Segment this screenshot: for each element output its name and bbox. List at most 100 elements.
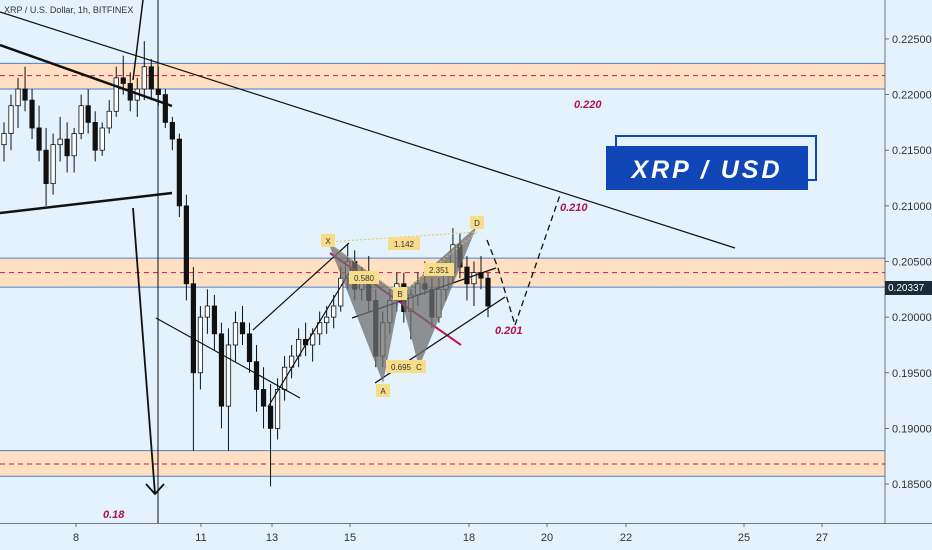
point-box-x bbox=[321, 234, 335, 247]
candle-body bbox=[260, 389, 267, 407]
candle-body bbox=[36, 127, 42, 151]
candle bbox=[331, 294, 337, 329]
ratio-label-2351: 2.351 bbox=[429, 266, 450, 275]
candle bbox=[197, 306, 204, 390]
time-tick-label: 15 bbox=[344, 532, 356, 544]
time-tick-label: 27 bbox=[816, 532, 828, 544]
annotation-0210: 0.210 bbox=[560, 202, 588, 214]
candle bbox=[141, 41, 147, 101]
candle-body bbox=[148, 66, 154, 90]
candle-body bbox=[239, 322, 246, 335]
candle-body bbox=[162, 94, 168, 123]
title-banner-text: XRP / USD bbox=[629, 156, 782, 184]
candle-body bbox=[113, 77, 119, 112]
candle-body bbox=[71, 133, 77, 157]
pattern-xab-triangle bbox=[328, 242, 400, 383]
projection-arrow-head bbox=[145, 483, 165, 496]
channel-lower-line bbox=[267, 267, 353, 408]
candle-body bbox=[464, 266, 470, 285]
candle bbox=[204, 289, 211, 334]
candle bbox=[99, 122, 105, 156]
candle-body bbox=[218, 333, 225, 407]
candle-body bbox=[324, 316, 330, 324]
zone-band-0 bbox=[0, 63, 885, 90]
candle-body bbox=[471, 272, 477, 285]
price-tick-label: 0.21000 bbox=[892, 201, 932, 213]
candle bbox=[92, 111, 98, 162]
harmonic-pattern: 1.142 0.580 2.351 0.695 X A B C D bbox=[321, 216, 484, 397]
time-axis-background bbox=[0, 524, 932, 550]
candle-body bbox=[50, 144, 56, 185]
ratio-line-xd bbox=[327, 231, 478, 243]
candle-body bbox=[8, 105, 14, 134]
symbol-header: XRP / U.S. Dollar, 1h, BITFINEX bbox=[4, 5, 133, 15]
candle-body bbox=[317, 322, 323, 335]
candle bbox=[183, 194, 189, 301]
point-box-d bbox=[470, 216, 484, 229]
ratio-label-box-2351 bbox=[424, 263, 454, 276]
pattern-bcd-triangle bbox=[400, 226, 477, 367]
candle bbox=[232, 311, 239, 362]
candle bbox=[50, 133, 56, 195]
candle-body bbox=[85, 105, 91, 123]
wedge-lower-line bbox=[0, 191, 173, 215]
candle-body bbox=[225, 344, 232, 407]
time-tick-label: 11 bbox=[195, 532, 206, 544]
candle bbox=[190, 267, 196, 451]
candle bbox=[162, 89, 168, 128]
price-tick-label: 0.19500 bbox=[892, 368, 932, 380]
candle-body bbox=[120, 77, 126, 84]
candle-body bbox=[1, 133, 7, 146]
current-price-tag-box bbox=[885, 281, 932, 295]
projection-arrow-line bbox=[132, 207, 156, 495]
candle-body bbox=[485, 277, 491, 307]
candle bbox=[57, 116, 63, 162]
candle bbox=[36, 105, 42, 162]
current-price-tag-value: 0.20337 bbox=[888, 283, 925, 294]
candle bbox=[267, 383, 274, 487]
price-axis-background bbox=[885, 0, 932, 524]
candle bbox=[1, 122, 7, 162]
annotation-018: 0.18 bbox=[103, 509, 125, 521]
annotation-0220: 0.220 bbox=[574, 99, 602, 111]
candle-body bbox=[204, 305, 211, 318]
time-tick-label: 13 bbox=[266, 532, 278, 544]
candle bbox=[71, 127, 77, 173]
candle-body bbox=[15, 88, 21, 107]
point-label-x: X bbox=[325, 237, 331, 246]
price-tick-label: 0.18500 bbox=[892, 479, 932, 491]
candle-body bbox=[169, 122, 175, 140]
price-tick-label: 0.20000 bbox=[892, 312, 932, 324]
ratio-label-0695: 0.695 bbox=[391, 363, 412, 372]
candle bbox=[78, 94, 84, 140]
candle-body bbox=[183, 205, 189, 285]
candle-body bbox=[281, 366, 288, 390]
point-label-c: C bbox=[416, 363, 422, 372]
price-tick-label: 0.19000 bbox=[892, 423, 932, 435]
time-tick-label: 18 bbox=[463, 532, 475, 544]
candle-body bbox=[106, 110, 112, 129]
candle-body bbox=[190, 283, 196, 374]
ratio-label-1142: 1.142 bbox=[394, 240, 415, 249]
annotation-0201: 0.201 bbox=[495, 325, 523, 337]
candle bbox=[148, 58, 154, 101]
candle-body bbox=[253, 361, 260, 390]
candle-body bbox=[211, 305, 218, 335]
candle-body bbox=[78, 105, 84, 134]
candle-body bbox=[176, 138, 182, 207]
time-axis-ticks: 8 11 13 15 18 20 22 25 27 bbox=[73, 523, 828, 544]
candle-body bbox=[92, 122, 98, 151]
candle bbox=[113, 66, 119, 117]
candle bbox=[8, 94, 14, 151]
candle-body bbox=[22, 88, 28, 101]
candle bbox=[85, 89, 91, 134]
candle bbox=[471, 261, 477, 307]
candle-body bbox=[246, 333, 253, 363]
price-axis-ticks: 0.22500 0.22000 0.21500 0.21000 0.20500 0.200… bbox=[885, 34, 932, 491]
candle-body bbox=[338, 277, 344, 307]
zone-band-2 bbox=[0, 450, 885, 477]
ratio-label-box-1142 bbox=[388, 237, 420, 250]
ratio-line-xb bbox=[327, 241, 401, 296]
